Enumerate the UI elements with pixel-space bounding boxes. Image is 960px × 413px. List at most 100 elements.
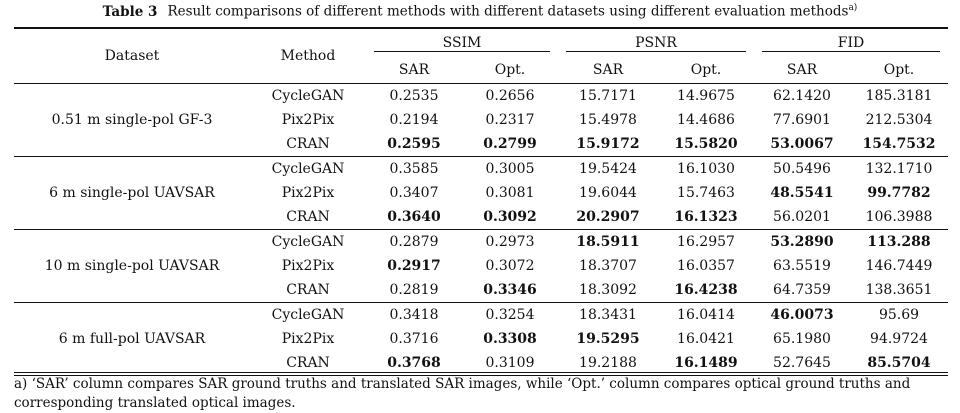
value-cell: 53.0067 [754,132,850,157]
header-psnr-sar: SAR [558,57,658,84]
value-cell: 52.7645 [754,351,850,376]
value-cell: 0.2819 [366,278,462,303]
value-cell: 113.288 [867,234,931,250]
value-cell: 46.0073 [770,307,834,323]
header-method: Method [250,27,366,84]
method-cell: CycleGAN [271,234,345,250]
value-cell: 16.0414 [677,307,735,323]
value-cell: 15.7171 [579,88,637,104]
value-cell: 0.3109 [462,351,558,376]
table-row: Pix2Pix 0.3407 0.3081 19.6044 15.7463 48.5541… [14,181,948,205]
value-cell: 18.3431 [579,307,637,323]
value-cell: 50.5496 [773,161,831,177]
value-cell: 16.1030 [677,161,735,177]
table-row: 10 m single-pol UAVSAR CycleGAN 0.2879 0.29… [14,229,948,303]
value-cell: 53.2890 [770,234,834,250]
method-cell: CRAN [250,205,366,230]
method-cell: Pix2Pix [281,258,335,274]
value-cell: 185.3181 [865,88,933,104]
value-cell: 65.1980 [773,331,831,347]
value-cell: 14.9675 [677,88,735,104]
caption-text: Result comparisons of different methods … [167,3,849,20]
table-row: CRAN 0.2819 0.3346 18.3092 16.4238 64.7359 138… [14,278,948,303]
value-cell: 0.3407 [389,185,439,201]
value-cell: 0.2595 [366,132,462,157]
method-cell: Pix2Pix [281,112,335,128]
header-psnr: PSNR [566,35,746,52]
value-cell: 146.7449 [865,258,933,274]
value-cell: 0.2317 [485,112,535,128]
table-label: Table 3 [102,3,158,20]
method-cell: Pix2Pix [281,185,335,201]
value-cell: 18.5911 [576,234,640,250]
table-row: 6 m full-pol UAVSAR CycleGAN 0.3418 0.3254 1… [14,302,948,376]
value-cell: 0.2535 [389,88,439,104]
value-cell: 18.3707 [579,258,637,274]
value-cell: 0.2194 [389,112,439,128]
method-cell: CycleGAN [271,88,345,104]
value-cell: 15.7463 [677,185,735,201]
table-row: Pix2Pix 0.2917 0.3072 18.3707 16.0357 63.5519… [14,254,948,278]
value-cell: 0.3092 [462,205,558,230]
value-cell: 14.4686 [677,112,735,128]
value-cell: 154.7532 [850,132,948,157]
value-cell: 0.2799 [462,132,558,157]
value-cell: 0.2879 [389,234,439,250]
header-fid-opt: Opt. [850,57,948,84]
value-cell: 62.1420 [773,88,831,104]
header-fid-sar: SAR [754,57,850,84]
header-ssim-sar: SAR [366,57,462,84]
value-cell: 0.2973 [485,234,535,250]
value-cell: 56.0201 [754,205,850,230]
value-cell: 18.3092 [558,278,658,303]
method-cell: CRAN [250,278,366,303]
table-row: CRAN 0.2595 0.2799 15.9172 15.5820 53.0067 154… [14,132,948,157]
table-caption: Table 3 Result comparisons of different m… [0,3,960,20]
value-cell: 15.5820 [658,132,754,157]
value-cell: 19.6044 [579,185,637,201]
value-cell: 0.2656 [485,88,535,104]
value-cell: 19.5295 [576,331,640,347]
table-row: CRAN 0.3768 0.3109 19.2188 16.1489 52.7645 85.… [14,351,948,376]
table-body: 0.51 m single-pol GF-3 CycleGAN 0.2535 0.26… [14,83,948,376]
value-cell: 16.0357 [677,258,735,274]
header-row-metrics: Dataset Method SSIM PSNR FID [14,27,948,84]
header-ssim-cell: SSIM [366,27,558,57]
value-cell: 77.6901 [773,112,831,128]
results-table: Dataset Method SSIM PSNR FID SAR Opt. SA… [14,27,948,376]
value-cell: 0.3585 [389,161,439,177]
value-cell: 0.3254 [485,307,535,323]
value-cell: 0.3005 [485,161,535,177]
table-row: CRAN 0.3640 0.3092 20.2907 16.1323 56.0201 106… [14,205,948,230]
table-row: Pix2Pix 0.3716 0.3308 19.5295 16.0421 65.1980… [14,327,948,351]
value-cell: 138.3651 [850,278,948,303]
value-cell: 48.5541 [770,185,834,201]
method-cell: CycleGAN [271,161,345,177]
value-cell: 16.1323 [658,205,754,230]
value-cell: 132.1710 [865,161,933,177]
value-cell: 19.2188 [558,351,658,376]
header-dataset: Dataset [14,27,250,84]
value-cell: 0.3418 [389,307,439,323]
table-row: 6 m single-pol UAVSAR CycleGAN 0.3585 0.300… [14,156,948,230]
method-cell: CRAN [250,351,366,376]
value-cell: 16.4238 [658,278,754,303]
value-cell: 99.7782 [867,185,931,201]
method-cell: CycleGAN [271,307,345,323]
value-cell: 20.2907 [558,205,658,230]
dataset-cell: 6 m single-pol UAVSAR [14,156,250,230]
value-cell: 16.2957 [677,234,735,250]
value-cell: 95.69 [878,307,920,323]
value-cell: 85.5704 [850,351,948,376]
method-cell: Pix2Pix [281,331,335,347]
value-cell: 94.9724 [870,331,928,347]
dataset-cell: 6 m full-pol UAVSAR [14,302,250,376]
header-ssim-opt: Opt. [462,57,558,84]
value-cell: 0.3072 [485,258,535,274]
header-psnr-cell: PSNR [558,27,754,57]
header-ssim: SSIM [374,35,550,52]
table-row: Pix2Pix 0.2194 0.2317 15.4978 14.4686 77.6901… [14,108,948,132]
caption-footnote-mark: a) [848,3,858,13]
value-cell: 106.3988 [850,205,948,230]
